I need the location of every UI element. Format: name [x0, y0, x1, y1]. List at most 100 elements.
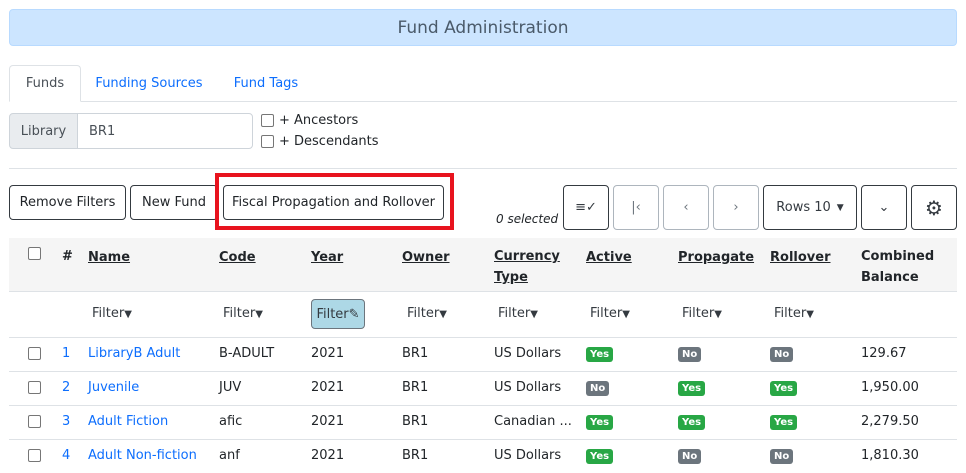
library-label: Library	[9, 113, 78, 149]
library-input[interactable]	[77, 113, 253, 149]
fund-currency: US Dollars	[494, 380, 562, 395]
chevron-left-icon: ‹	[683, 200, 689, 215]
highlight-box	[215, 173, 454, 230]
fund-year: 2021	[311, 448, 345, 463]
active-badge: Yes	[586, 449, 614, 464]
first-page-icon: |‹	[631, 200, 641, 215]
rollover-badge: Yes	[770, 381, 798, 396]
row-number: 1	[62, 346, 71, 361]
fund-owner: BR1	[402, 380, 429, 395]
propagate-badge: Yes	[678, 415, 706, 430]
filter-year-button[interactable]: Filter ✎	[311, 299, 365, 329]
remove-filters-button[interactable]: Remove Filters	[9, 185, 126, 220]
filter-icon: ▼	[530, 309, 538, 320]
first-page-button[interactable]: |‹	[613, 185, 659, 230]
filter-label: Filter	[590, 306, 623, 321]
fund-name-link[interactable]: Juvenile	[88, 380, 140, 395]
row-checkbox[interactable]	[28, 381, 41, 394]
filter-label: Filter	[316, 306, 349, 322]
row-checkbox[interactable]	[28, 449, 41, 462]
col-year[interactable]: Year	[311, 250, 344, 265]
table-row	[9, 439, 957, 473]
fund-balance: 1,950.00	[861, 380, 919, 395]
fund-code: B-ADULT	[219, 346, 275, 361]
fund-name-link[interactable]: LibraryB Adult	[88, 346, 181, 361]
table-row	[9, 405, 957, 439]
new-fund-button[interactable]: New Fund	[130, 185, 218, 220]
table-header	[9, 238, 957, 292]
filter-icon: ▼	[622, 309, 630, 320]
col-number: #	[62, 249, 73, 264]
tabs-divider	[9, 101, 957, 102]
propagate-badge: No	[678, 347, 702, 362]
row-checkbox[interactable]	[28, 415, 41, 428]
col-currency-type[interactable]: Currency Type	[494, 249, 560, 285]
tab-funding-sources[interactable]: Funding Sources	[95, 76, 203, 91]
filter-propagate-button[interactable]: Filter▼	[682, 306, 722, 321]
tab-fund-tags[interactable]: Fund Tags	[233, 76, 299, 91]
row-checkbox[interactable]	[28, 347, 41, 360]
active-badge: No	[586, 381, 610, 396]
filter-label: Filter	[682, 306, 715, 321]
row-number: 4	[62, 448, 71, 463]
descendants-checkbox[interactable]	[261, 135, 274, 148]
fiscal-propagation-rollover-button[interactable]: Fiscal Propagation and Rollover	[223, 185, 444, 220]
filter-name-button[interactable]: Filter▼	[92, 306, 132, 321]
next-page-button[interactable]: ›	[713, 185, 759, 230]
rollover-badge: No	[770, 347, 794, 362]
filter-icon: ▼	[255, 309, 263, 320]
rollover-badge: Yes	[770, 415, 798, 430]
filter-icon: ▼	[714, 309, 722, 320]
col-owner[interactable]: Owner	[402, 250, 450, 265]
fund-balance: 2,279.50	[861, 414, 919, 429]
ancestors-checkbox[interactable]	[261, 114, 274, 127]
rollover-badge: No	[770, 449, 794, 464]
fund-year: 2021	[311, 346, 345, 361]
filter-currency-button[interactable]: Filter▼	[498, 306, 538, 321]
tab-funds[interactable]: Funds	[9, 65, 81, 102]
filter-label: Filter	[407, 306, 440, 321]
col-active[interactable]: Active	[586, 250, 632, 265]
col-name[interactable]: Name	[88, 250, 131, 265]
table-row	[9, 371, 957, 405]
col-propagate[interactable]: Propagate	[678, 250, 755, 265]
chevron-down-icon: ⌄	[878, 200, 890, 215]
fund-code: afic	[219, 414, 243, 429]
divider	[9, 168, 957, 169]
propagate-badge: No	[678, 449, 702, 464]
fund-name-link[interactable]: Adult Non-fiction	[88, 448, 197, 463]
filter-active-button[interactable]: Filter▼	[590, 306, 630, 321]
settings-button[interactable]: ⚙	[911, 185, 957, 230]
fund-currency: Canadian ...	[494, 414, 572, 429]
fund-year: 2021	[311, 380, 345, 395]
filter-rollover-button[interactable]: Filter▼	[774, 306, 814, 321]
filter-owner-button[interactable]: Filter▼	[407, 306, 447, 321]
active-badge: Yes	[586, 415, 614, 430]
page-title: Fund Administration	[9, 9, 957, 46]
propagate-badge: Yes	[678, 381, 706, 396]
rows-label: Rows 10	[776, 200, 831, 215]
pencil-icon: ✎	[348, 306, 360, 322]
col-code[interactable]: Code	[219, 250, 256, 265]
prev-page-button[interactable]: ‹	[663, 185, 709, 230]
gear-icon: ⚙	[925, 195, 943, 220]
col-rollover[interactable]: Rollover	[770, 250, 831, 265]
fund-name-link[interactable]: Adult Fiction	[88, 414, 169, 429]
row-number: 3	[62, 414, 71, 429]
fund-code: anf	[219, 448, 240, 463]
select-all-checkbox[interactable]	[28, 247, 41, 260]
ancestors-label: + Ancestors	[279, 113, 359, 128]
fund-year: 2021	[311, 414, 345, 429]
select-actions-button[interactable]: ≡✓	[563, 185, 609, 230]
selected-count: 0 selected	[496, 212, 559, 226]
caret-down-icon: ▼	[836, 202, 844, 213]
expand-button[interactable]: ⌄	[861, 185, 907, 230]
filter-label: Filter	[92, 306, 125, 321]
filter-label: Filter	[498, 306, 531, 321]
chevron-right-icon: ›	[733, 200, 739, 215]
filter-code-button[interactable]: Filter▼	[223, 306, 263, 321]
filter-label: Filter	[223, 306, 256, 321]
filter-icon: ▼	[806, 309, 814, 320]
rows-per-page-select[interactable]: Rows 10 ▼	[763, 185, 857, 230]
fund-balance: 129.67	[861, 346, 907, 361]
